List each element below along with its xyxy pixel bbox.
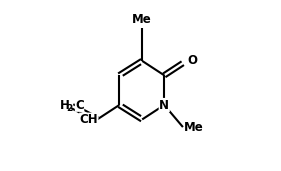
Text: CH: CH xyxy=(80,113,98,126)
Text: O: O xyxy=(187,54,197,67)
Text: N: N xyxy=(159,98,169,111)
Text: H: H xyxy=(60,98,70,111)
Text: 2: 2 xyxy=(66,104,72,113)
Text: Me: Me xyxy=(132,13,152,26)
Text: C: C xyxy=(75,98,84,111)
Text: Me: Me xyxy=(184,121,203,134)
